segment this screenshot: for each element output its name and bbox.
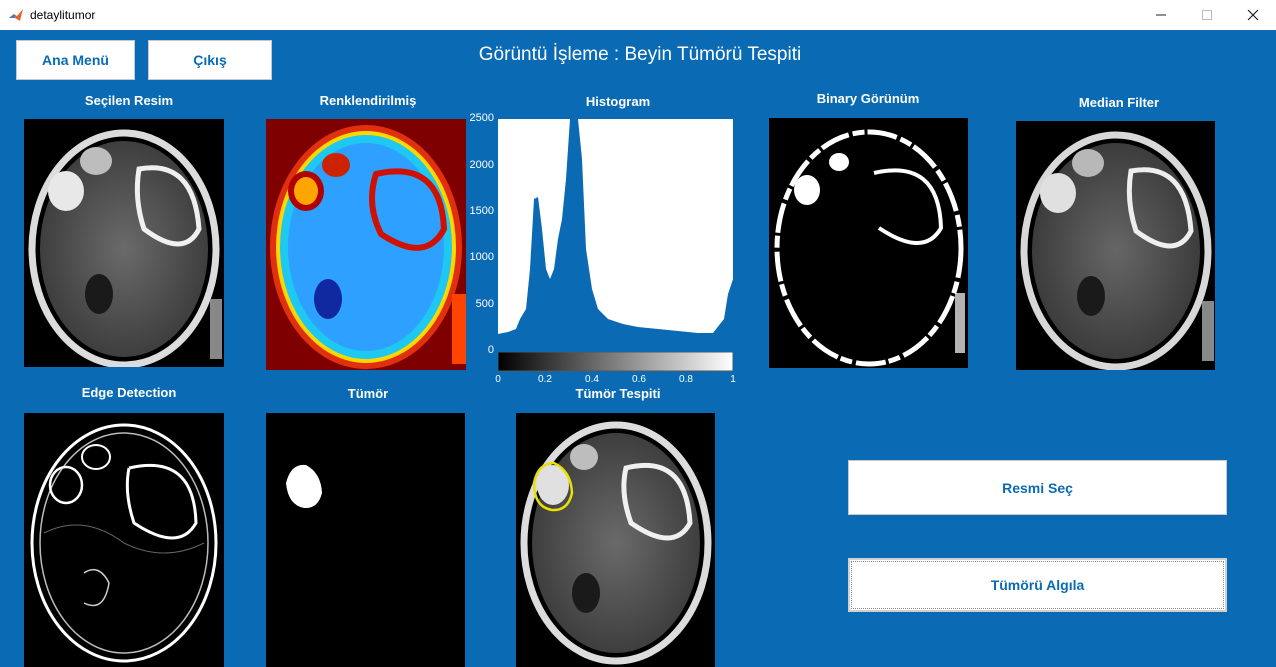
- median-filter-label: Median Filter: [1078, 95, 1160, 110]
- main-menu-button[interactable]: Ana Menü: [16, 40, 135, 80]
- histogram-y-tick: 2500: [469, 112, 494, 124]
- histogram-y-tick: 1000: [469, 251, 494, 263]
- binary-image: [769, 118, 968, 368]
- close-icon: [1247, 9, 1259, 21]
- minimize-icon: [1156, 14, 1166, 16]
- tumor-mask-image: [266, 413, 465, 667]
- histogram-x-tick: 0.6: [632, 374, 646, 385]
- selected-image: [24, 119, 224, 367]
- detect-tumor-button[interactable]: Tümörü Algıla: [848, 558, 1227, 612]
- edge-detection-image: [24, 413, 224, 667]
- histogram-plot: [498, 119, 733, 352]
- page-title: Görüntü İşleme : Beyin Tümörü Tespiti: [478, 44, 802, 65]
- histogram-y-tick: 1500: [469, 205, 494, 217]
- histogram-x-tick: 0.4: [585, 374, 599, 385]
- tumor-label: Tümör: [347, 386, 389, 401]
- histogram-y-tick: 2000: [469, 159, 494, 171]
- minimize-button[interactable]: [1138, 0, 1184, 30]
- selected-image-label: Seçilen Resim: [84, 93, 174, 108]
- maximize-icon: [1202, 10, 1212, 20]
- tumor-detection-image: [516, 413, 715, 667]
- histogram-x-tick: 0.2: [538, 374, 552, 385]
- binary-view-label: Binary Görünüm: [816, 91, 920, 106]
- window-title: detaylitumor: [30, 8, 96, 22]
- histogram-y-tick: 0: [487, 344, 494, 356]
- tumor-detection-label: Tümör Tespiti: [575, 386, 661, 401]
- close-button[interactable]: [1230, 0, 1276, 30]
- matlab-icon: [9, 9, 23, 21]
- histogram-x-tick: 0: [495, 374, 501, 385]
- histogram-y-tick: 500: [475, 298, 494, 310]
- histogram-x-tick: 0.8: [679, 374, 693, 385]
- histogram-x-tick: 1: [730, 374, 736, 385]
- exit-button[interactable]: Çıkış: [148, 40, 272, 80]
- window-titlebar: detaylitumor: [0, 0, 1276, 30]
- histogram-label: Histogram: [585, 94, 651, 109]
- colored-image: [266, 119, 466, 370]
- tumor-contour: [532, 461, 574, 512]
- colored-image-label: Renklendirilmiş: [319, 93, 417, 108]
- median-filter-image: [1016, 121, 1215, 370]
- edge-detection-label: Edge Detection: [81, 385, 177, 400]
- maximize-button[interactable]: [1184, 0, 1230, 30]
- figure-canvas: Ana Menü Çıkış Görüntü İşleme : Beyin Tü…: [0, 30, 1276, 667]
- select-image-button[interactable]: Resmi Seç: [848, 460, 1227, 515]
- histogram-colorbar: [498, 352, 733, 372]
